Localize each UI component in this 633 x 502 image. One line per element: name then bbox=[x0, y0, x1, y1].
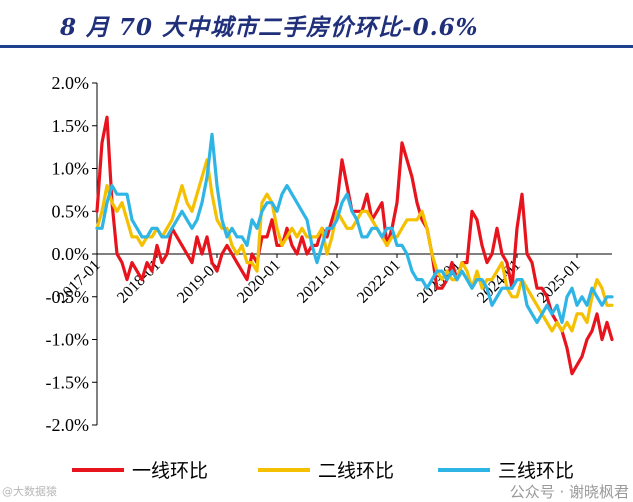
y-tick-label: -1.5% bbox=[46, 372, 90, 392]
title-underline bbox=[0, 45, 633, 48]
title-bar: 8 月 70 大中城市二手房价环比-0.6% bbox=[0, 0, 633, 48]
y-tick-label: 0.5% bbox=[52, 201, 90, 221]
series-line-2 bbox=[95, 158, 614, 333]
series-line-1 bbox=[95, 115, 614, 376]
y-tick-label: 1.0% bbox=[52, 159, 90, 179]
y-tick-label: -2.0% bbox=[46, 415, 90, 435]
legend-label-1: 一线环比 bbox=[132, 460, 208, 482]
legend-label-2: 二线环比 bbox=[318, 460, 394, 482]
series-line-3 bbox=[95, 132, 614, 324]
watermark-left: @大数据猿 bbox=[2, 485, 57, 498]
line-chart: 2.0% 1.5% 1.0% 0.5% 0.0% -0.5% -1.0% -1.5% -2.0%… bbox=[46, 73, 614, 482]
y-tick-label: -1.0% bbox=[46, 330, 90, 350]
x-tick-label: 2019-01 bbox=[174, 257, 224, 307]
x-tick-label: 2021-01 bbox=[294, 257, 344, 307]
page-title: 8 月 70 大中城市二手房价环比-0.6% bbox=[60, 14, 479, 41]
y-tick-label: 0.0% bbox=[52, 244, 90, 264]
legend-label-3: 三线环比 bbox=[498, 460, 574, 482]
y-tick-label: 1.5% bbox=[52, 116, 90, 136]
y-tick-label: -0.5% bbox=[46, 287, 90, 307]
x-tick-label: 2022-01 bbox=[354, 257, 404, 307]
y-tick-label: 2.0% bbox=[52, 73, 90, 93]
watermark-right: 公众号 · 谢晓枫君 bbox=[509, 483, 629, 501]
